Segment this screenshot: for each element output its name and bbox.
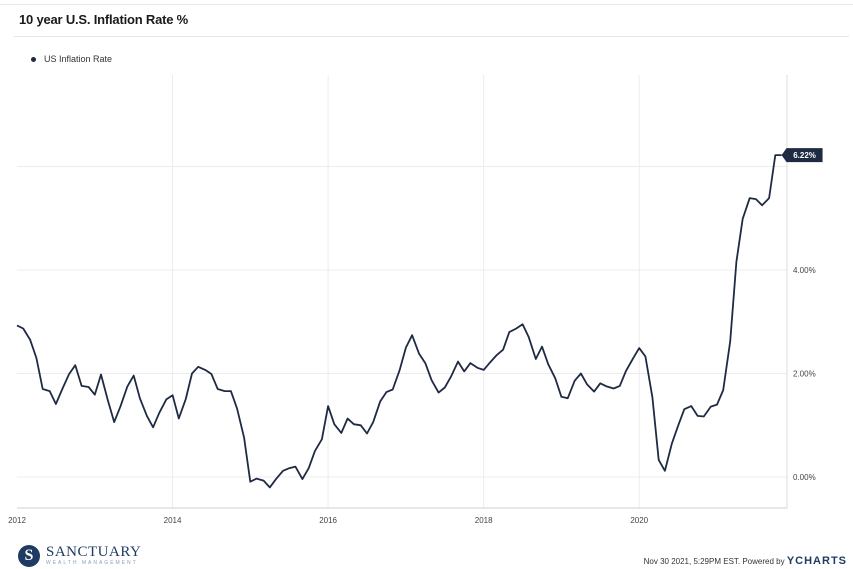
top-rule	[0, 4, 853, 5]
last-value-badge	[781, 148, 823, 163]
x-tick-label: 2016	[319, 516, 337, 525]
legend: US Inflation Rate	[31, 54, 112, 64]
line-chart: 0.00% 2.00% 4.00% 2012 2014 2016 2018 2020 6.22%	[8, 75, 823, 525]
x-tick-label: 2014	[164, 516, 182, 525]
y-tick-label: 0.00%	[793, 473, 816, 482]
x-tick-label: 2018	[475, 516, 493, 525]
legend-dot-icon	[31, 56, 36, 62]
footer-attribution: Nov 30 2021, 5:29PM EST. Powered by YCHA…	[644, 555, 847, 567]
ycharts-brand[interactable]: YCHARTS	[786, 555, 847, 567]
series-line	[16, 154, 782, 489]
x-tick-label: 2012	[8, 516, 26, 525]
legend-label: US Inflation Rate	[44, 54, 113, 64]
last-value-label: 6.22%	[793, 151, 816, 160]
chart-title: 10 year U.S. Inflation Rate %	[19, 12, 189, 27]
logo-name: SANCTUARY	[46, 544, 142, 560]
s-logo-icon: S	[18, 545, 40, 567]
x-tick-label: 2020	[630, 516, 648, 525]
y-tick-label: 4.00%	[793, 266, 816, 275]
logo-subtitle: WEALTH MANAGEMENT	[46, 560, 138, 566]
sanctuary-logo[interactable]: S SANCTUARY WEALTH MANAGEMENT	[18, 545, 141, 567]
y-tick-label: 2.00%	[793, 370, 816, 379]
footer-timestamp: Nov 30 2021, 5:29PM EST. Powered by	[643, 557, 785, 566]
title-divider	[14, 36, 849, 37]
